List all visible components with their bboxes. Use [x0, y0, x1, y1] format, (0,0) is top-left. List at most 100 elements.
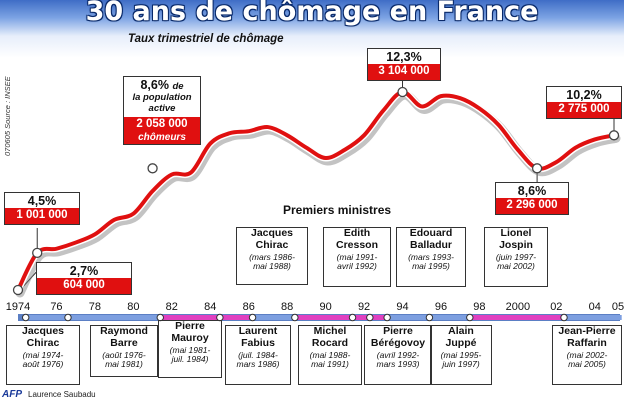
pm-dates-start: (juil. 1984-: [238, 350, 278, 361]
x-tick-label: 86: [243, 301, 255, 313]
callout-2005: 10,2% 2 775 000: [546, 86, 622, 119]
callout-1981: 8,6% de la population active 2 058 000 c…: [123, 76, 201, 146]
x-tick-label: 1974: [6, 301, 30, 313]
callout-pct: 12,3%: [386, 50, 422, 64]
x-tick-label: 2000: [506, 301, 530, 313]
callout-pct-suffix: de: [172, 81, 184, 92]
series-line: [16, 90, 616, 292]
timeline-marker: [383, 313, 391, 322]
pm-box-beregovoy: Pierre Bérégovoy (avril 1992- mars 1993): [364, 325, 432, 385]
callout-pct: 2,7%: [69, 264, 99, 278]
pm-name-first: Alain: [448, 325, 474, 337]
timeline-segment: [67, 315, 161, 320]
timeline-segment: [219, 315, 253, 320]
callout-value: 2 775 000: [547, 102, 621, 118]
callout-2001: 8,6% 2 296 000: [495, 182, 569, 215]
pm-dates-end: mai 2002): [497, 261, 535, 272]
x-tick-label: 76: [50, 301, 62, 313]
pm-box-chirac-1974: Jacques Chirac (mai 1974- août 1976): [6, 325, 80, 385]
pm-name-last: Cresson: [335, 238, 378, 251]
pm-dates-start: (mai 1991-: [336, 252, 378, 263]
callout-pct-line: 8,6% de: [124, 77, 200, 93]
pm-dates-end: mai 2005): [568, 359, 606, 370]
callout-value: 3 104 000: [368, 64, 440, 80]
pm-box-jospin: Lionel Jospin (juin 1997- mai 2002): [484, 227, 548, 287]
callout-1994: 12,3% 3 104 000: [367, 48, 441, 81]
credit: AFP Laurence Saubadu: [2, 389, 96, 400]
callout-1975: 2,7% 604 000: [36, 262, 132, 295]
timeline-marker: [366, 313, 374, 322]
timeline-segment: [160, 315, 220, 320]
timeline-marker: [248, 313, 257, 322]
timeline-marker: [64, 313, 72, 322]
timeline-segment: [252, 315, 295, 320]
pm-dates-start: (avril 1992-: [376, 350, 420, 361]
pm-name-last: Barre: [110, 336, 138, 349]
pm-dates-end: juil. 1984): [171, 354, 209, 365]
timeline-marker: [425, 313, 434, 322]
pm-name-first: Michel: [313, 325, 347, 337]
timeline-marker: [291, 313, 299, 322]
x-tick-label: 88: [281, 301, 293, 313]
timeline-segment: [429, 315, 470, 320]
x-tick-label: 04: [589, 301, 601, 313]
pm-dates-start: (juin 1997-: [495, 252, 537, 263]
callout-value: 2 058 000: [124, 116, 200, 131]
pm-name-last: Jospin: [499, 238, 533, 251]
pm-dates-start: (mars 1986-: [249, 252, 295, 263]
agency-logo: AFP: [2, 389, 22, 400]
pm-name-last: Bérégovoy: [370, 336, 426, 349]
callout-value: 2 296 000: [496, 198, 568, 214]
pm-box-cresson: Edith Cresson (mai 1991- avril 1992): [323, 227, 391, 287]
chart-title: 30 ans de chômage en France: [85, 0, 539, 27]
callout-pct: 8,6%: [140, 78, 169, 92]
data-point-marker: [531, 163, 543, 174]
pm-dates-start: (mai 1974-: [22, 350, 64, 361]
pm-name-first: Jacques: [21, 325, 65, 337]
data-point-marker: [397, 86, 408, 98]
timeline-segment: [352, 315, 370, 320]
pm-box-raffarin: Jean-Pierre Raffarin (mai 2002- mai 2005…: [552, 325, 622, 385]
timeline-segment: [387, 315, 430, 320]
data-point-marker: [608, 130, 620, 141]
source-note: 070605 Source : INSEE: [3, 76, 12, 156]
pm-dates-end: mars 1993): [376, 359, 420, 370]
pm-dates-start: (mai 1988-: [309, 350, 351, 361]
pm-dates-end: mai 1995): [412, 261, 450, 272]
callout-line2: la population: [132, 91, 192, 103]
pm-dates-start: (mai 2002-: [566, 350, 608, 361]
pm-box-mauroy: Pierre Mauroy (mai 1981- juil. 1984): [158, 320, 222, 378]
pm-box-juppe: Alain Juppé (mai 1995- juin 1997): [430, 325, 492, 385]
pm-dates-start: (août 1976-: [102, 350, 146, 361]
pm-box-chirac-1986: Jacques Chirac (mars 1986- mai 1988): [236, 227, 308, 285]
pm-dates-start: (mars 1993-: [408, 252, 454, 263]
prime-ministers-label: Premiers ministres: [283, 203, 392, 217]
x-tick-label: 82: [166, 301, 178, 313]
timeline-marker: [21, 313, 30, 322]
x-tick-label: 80: [127, 301, 139, 313]
pm-name-first: Pierre: [175, 320, 205, 332]
pm-name-last: Chirac: [26, 336, 60, 349]
x-tick-label: 98: [473, 301, 485, 313]
callout-pct: 10,2%: [566, 88, 602, 102]
pm-name-first: Laurent: [238, 325, 278, 337]
timeline-segment: [469, 315, 565, 320]
pm-dates-end: mai 1981): [105, 359, 143, 370]
pm-dates-end: août 1976): [22, 359, 64, 370]
x-tick-label: 78: [89, 301, 101, 313]
timeline-marker: [348, 313, 357, 322]
pm-box-balladur: Edouard Balladur (mars 1993- mai 1995): [396, 227, 466, 287]
timeline-segment: [294, 315, 353, 320]
timeline-segment: [564, 315, 622, 320]
x-tick-label: 05: [612, 301, 624, 313]
data-point-marker: [147, 163, 158, 174]
pm-name-first: Jacques: [250, 227, 294, 239]
pm-name-first: Edouard: [409, 227, 453, 239]
pm-name-last: Fabius: [241, 336, 275, 349]
x-tick-label: 84: [204, 301, 216, 313]
pm-box-fabius: Laurent Fabius (juil. 1984- mars 1986): [225, 325, 291, 385]
pm-name-last: Chirac: [255, 238, 289, 251]
pm-name-last: Rocard: [311, 336, 349, 349]
pm-dates-end: juin 1997): [442, 359, 480, 370]
timeline-segment: [369, 315, 388, 320]
